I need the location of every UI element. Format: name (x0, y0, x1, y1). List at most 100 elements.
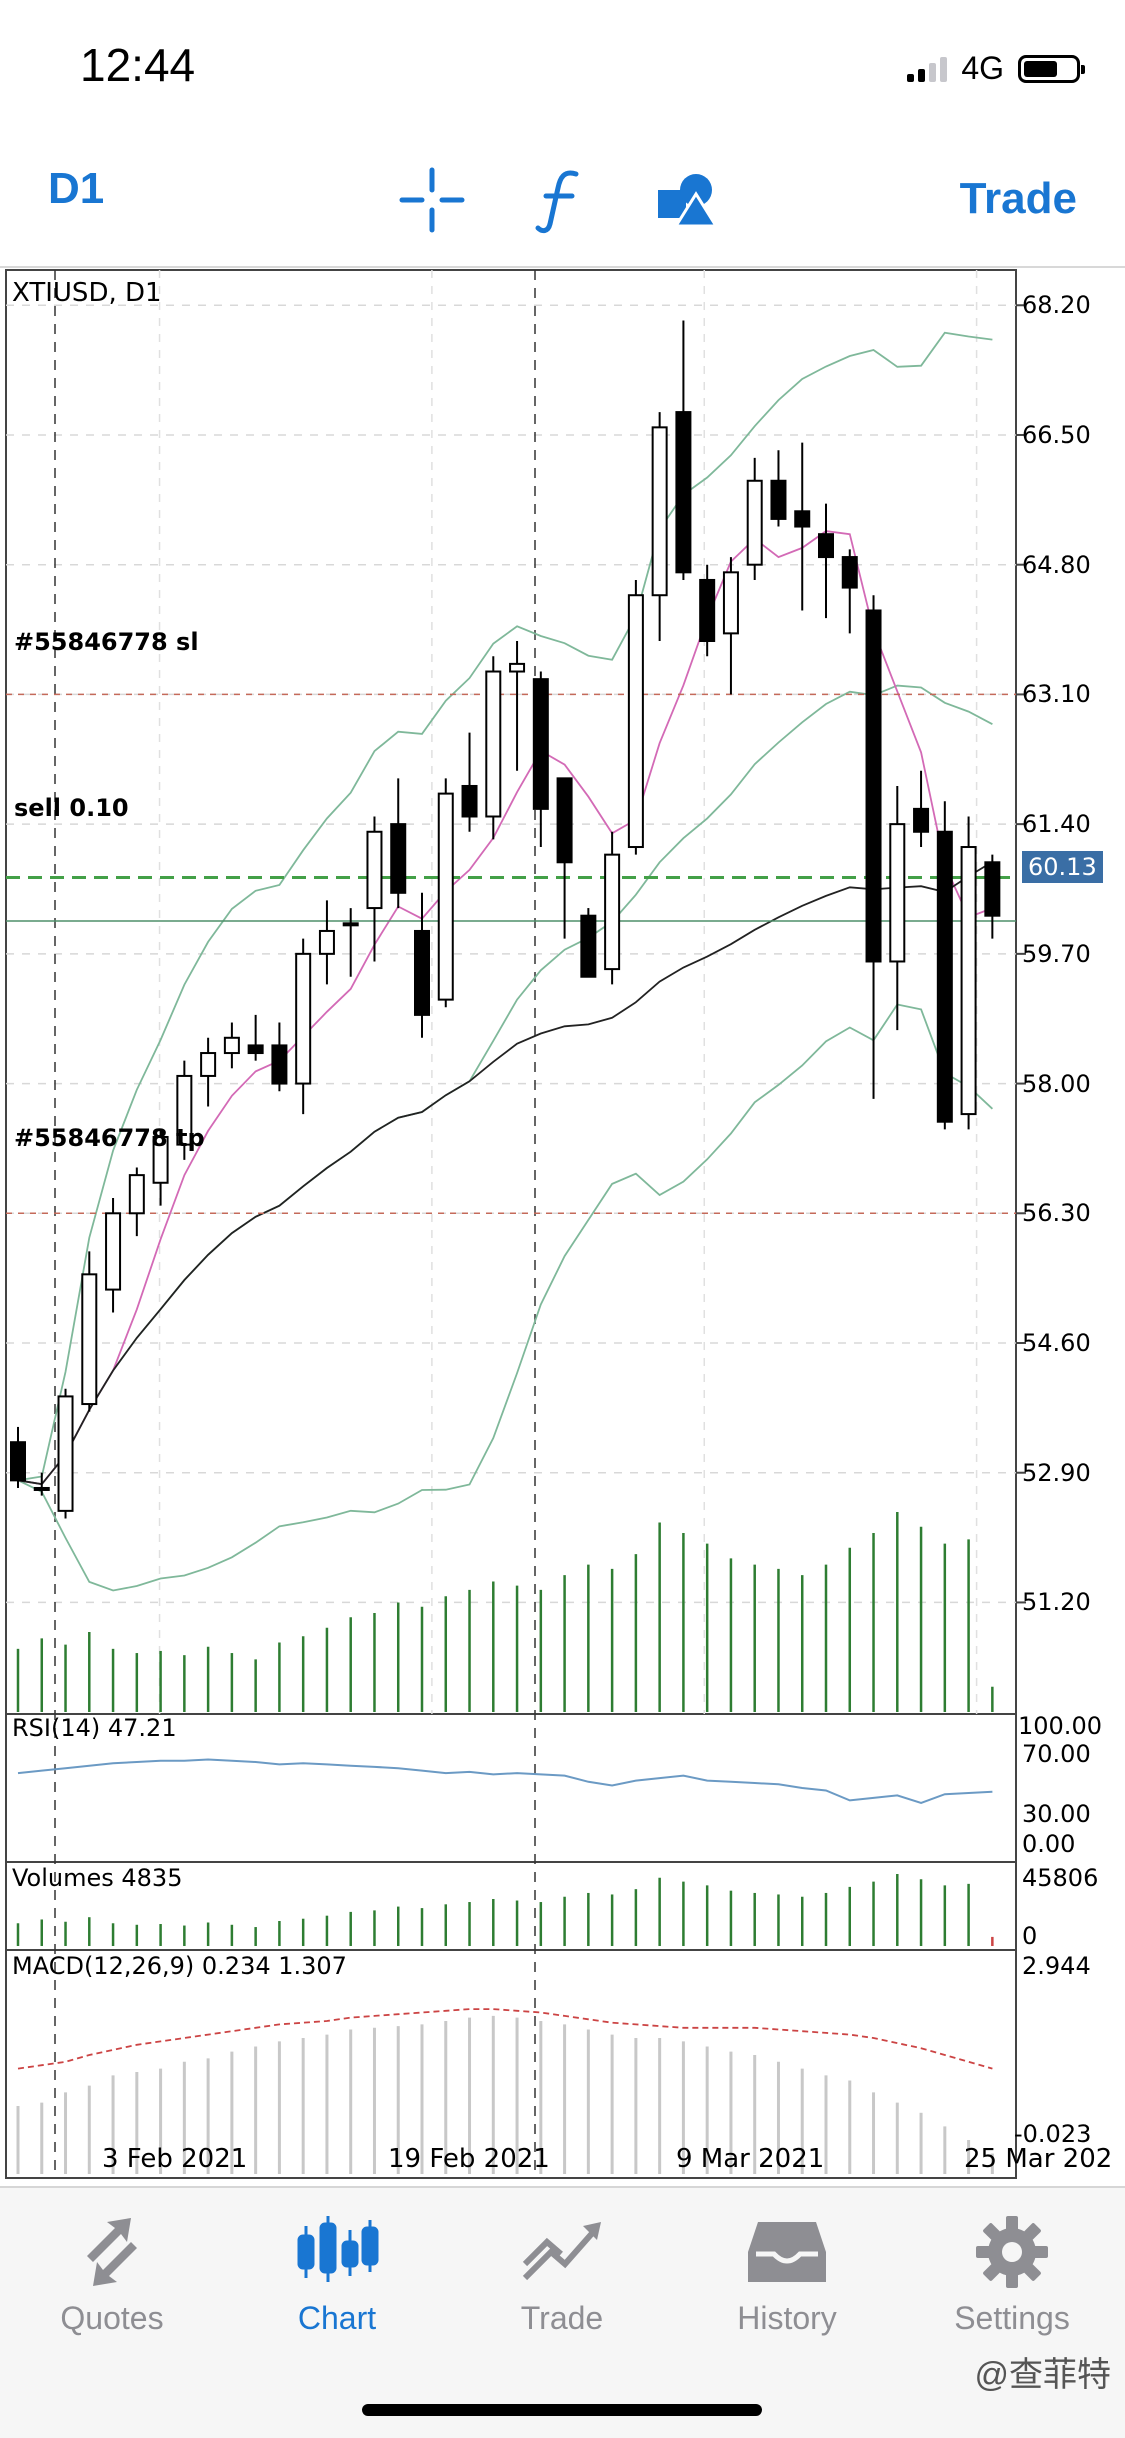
candle-up (960, 846, 977, 1116)
price-tick-label: 63.10 (1022, 680, 1091, 709)
candle-down (271, 1044, 288, 1085)
tab-label: Trade (520, 2300, 604, 2336)
sl-label: #55846778 sl (14, 628, 199, 656)
price-tick-label: 66.50 (1022, 420, 1091, 449)
candle-up (57, 1395, 74, 1512)
date-tick: 19 Feb 2021 (388, 2144, 550, 2174)
tab-quotes[interactable]: Quotes (12, 2212, 212, 2337)
candle-up (223, 1036, 240, 1055)
quotes-icon (87, 2218, 137, 2286)
chart-icon (297, 2216, 379, 2282)
watermark: @查菲特 (974, 2356, 1111, 2394)
tab-chart[interactable]: Chart (237, 2212, 437, 2337)
tab-label: Quotes (60, 2300, 164, 2336)
candle-up (81, 1273, 98, 1406)
candle-down (580, 914, 597, 978)
chart-frame (5, 269, 1017, 2179)
candle-down (794, 510, 811, 528)
macd-tick-max: 2.944 (1022, 1952, 1091, 1980)
tab-label: Settings (954, 2300, 1070, 2336)
function-icon[interactable] (524, 164, 596, 236)
rsi-tick-70: 70.00 (1022, 1740, 1091, 1768)
trade-icon (522, 2222, 601, 2281)
tp-label: #55846778 tp (14, 1124, 205, 1152)
order-label: sell 0.10 (14, 794, 129, 822)
candle-up (651, 426, 668, 597)
candle-down (390, 823, 407, 894)
candle-down (770, 479, 787, 520)
candle-up (604, 853, 621, 971)
bollinger-middle-line (17, 684, 993, 1486)
candle-down (556, 777, 573, 864)
candle-down (818, 533, 834, 559)
network-label: 4G (961, 50, 1004, 86)
price-tick-label: 64.80 (1022, 550, 1091, 579)
symbol-label: XTIUSD, D1 (12, 278, 162, 308)
candle-up (509, 662, 526, 673)
candle-down (532, 678, 549, 810)
home-indicator (362, 2404, 762, 2416)
tab-label: Chart (297, 2300, 377, 2336)
date-tick: 9 Mar 2021 (676, 2144, 825, 2174)
rsi-tick-100: 100.00 (1018, 1712, 1102, 1740)
macd-label: MACD(12,26,9) 0.234 1.307 (12, 1952, 347, 1980)
candle-up (318, 929, 335, 955)
candle-down (936, 830, 953, 1123)
candle-up (485, 670, 502, 818)
candle-down (414, 929, 430, 1016)
price-tick-label: 54.60 (1022, 1329, 1091, 1357)
candle-down (461, 784, 478, 818)
candle-down (10, 1441, 26, 1482)
rsi-tick-0: 0.00 (1022, 1830, 1076, 1858)
candle-up (128, 1174, 145, 1215)
current-price-badge: 60.13 (1022, 851, 1103, 883)
candle-up (200, 1052, 217, 1077)
volumes-tick-min: 0 (1022, 1922, 1038, 1950)
candle-up (627, 594, 644, 849)
shapes-icon[interactable] (652, 164, 724, 236)
rsi-label: RSI(14) 47.21 (12, 1714, 177, 1742)
price-tick-label: 51.20 (1022, 1588, 1091, 1617)
macd-signal-line (17, 2008, 993, 2070)
tab-trade[interactable]: Trade (462, 2212, 662, 2337)
candle-down (913, 807, 930, 833)
status-time: 12:44 (80, 39, 196, 91)
rsi-tick-30: 30.00 (1022, 1800, 1091, 1828)
tab-history[interactable]: History (687, 2212, 887, 2337)
chart-canvas[interactable] (0, 266, 1125, 2186)
candle-up (295, 952, 312, 1085)
price-tick-label: 59.70 (1022, 939, 1091, 968)
period-button[interactable]: D1 (48, 164, 105, 213)
candle-down (675, 411, 692, 574)
candle-up (889, 823, 906, 963)
candle-up (437, 792, 454, 1001)
candle-up (366, 830, 383, 910)
candle-up (152, 1135, 169, 1184)
candle-up (105, 1212, 122, 1291)
tab-bar: Quotes Chart Trade History (0, 2186, 1125, 2438)
crosshair-icon[interactable] (396, 164, 468, 236)
tab-label: History (737, 2300, 837, 2336)
settings-icon (976, 2216, 1048, 2288)
chart-toolbar: D1 Trade (0, 140, 1125, 268)
candle-up (722, 571, 739, 635)
price-tick-label: 58.00 (1022, 1069, 1091, 1098)
candle-down (699, 578, 716, 642)
signal-icon (907, 56, 948, 82)
candle-up (746, 479, 763, 566)
candle-down (865, 609, 882, 963)
tab-settings[interactable]: Settings (912, 2212, 1112, 2337)
bollinger-upper-line (17, 331, 993, 1482)
battery-icon (1018, 54, 1085, 83)
history-icon (748, 2222, 826, 2282)
trade-button[interactable]: Trade (959, 174, 1077, 223)
status-right: 4G (907, 50, 1085, 87)
moving-average-slow-line (17, 861, 993, 1486)
moving-average-fast-line (17, 530, 993, 1486)
date-tick: 25 Mar 202 (964, 2144, 1113, 2174)
price-chart[interactable]: XTIUSD, D1 #55846778 sl sell 0.10 #55846… (0, 266, 1125, 2186)
macd-tick-min: -0.023 (1014, 2120, 1092, 2148)
candle-down (984, 861, 1001, 917)
price-tick-label: 56.30 (1022, 1199, 1091, 1228)
candle-up (176, 1074, 193, 1146)
